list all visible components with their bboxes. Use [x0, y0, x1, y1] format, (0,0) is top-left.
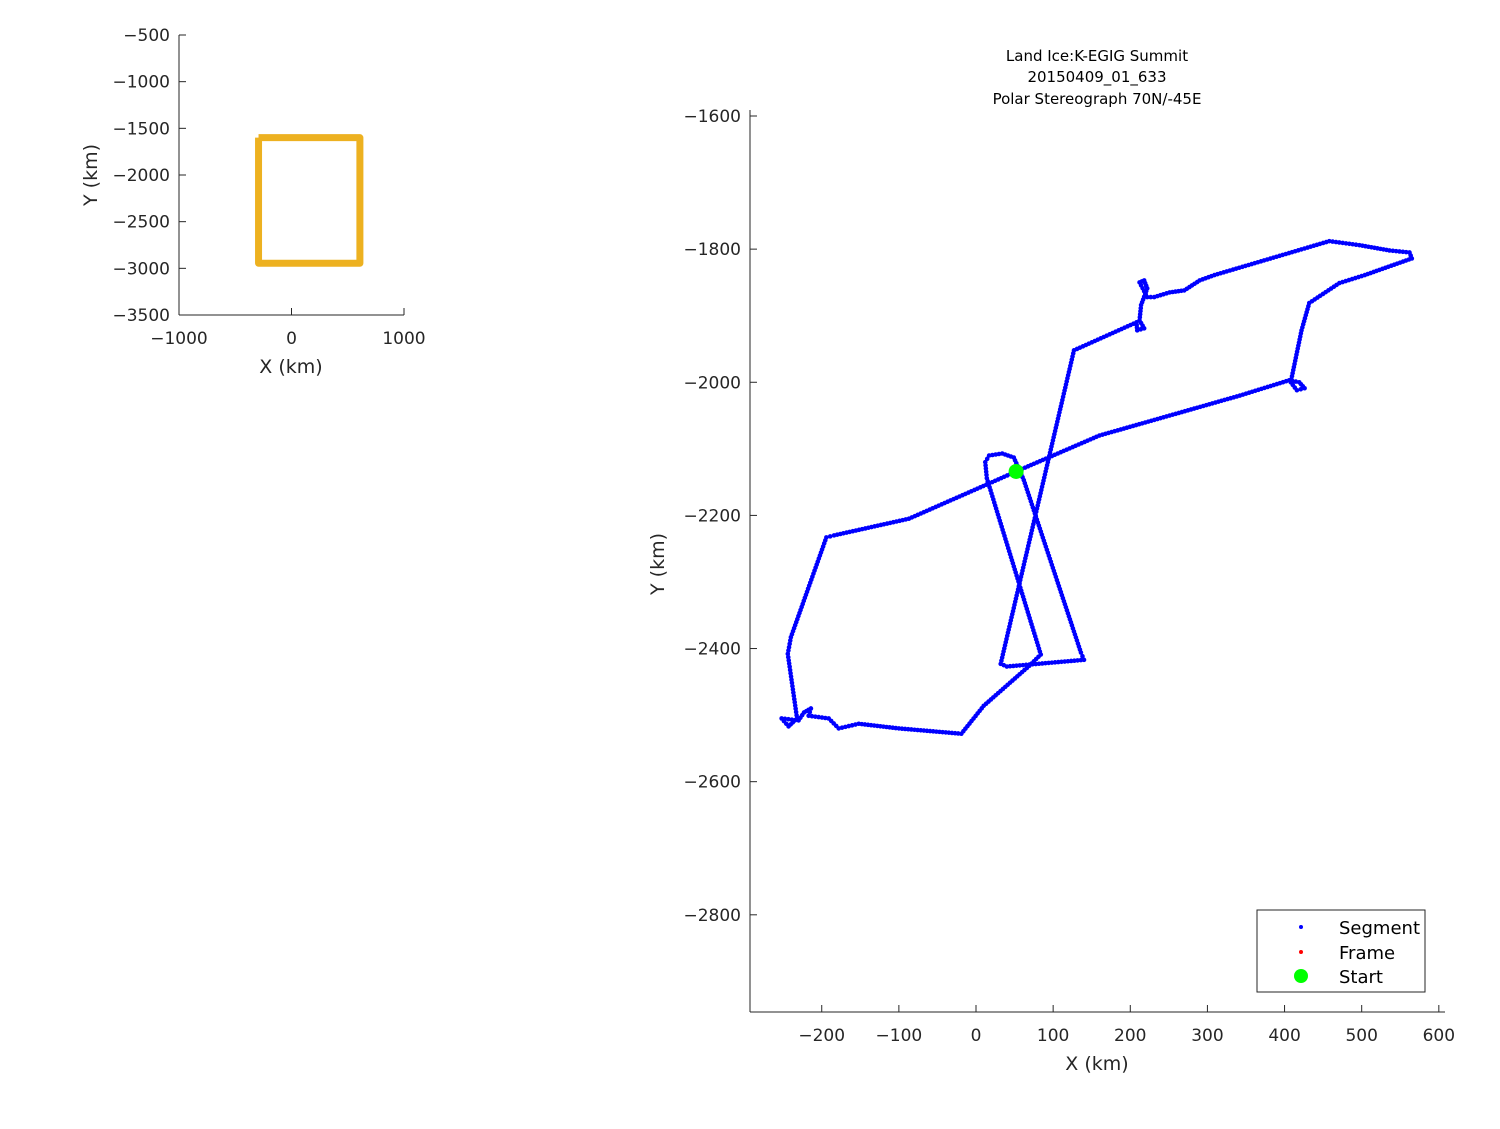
title-line-2: 20150409_01_633: [1027, 68, 1166, 87]
segment-point: [1350, 241, 1355, 247]
segment-point: [813, 714, 818, 719]
main-y-tick-label: −2800: [683, 906, 741, 926]
legend-start-label: Start: [1339, 967, 1383, 988]
main-x-label: X (km): [1065, 1053, 1128, 1075]
segment-point: [1081, 657, 1087, 663]
segment-point: [1393, 248, 1399, 254]
segment-point: [786, 716, 791, 722]
inset-y-tick-label: −1000: [112, 73, 170, 93]
main-y-tick-label: −2200: [683, 506, 741, 526]
segment-point: [1302, 385, 1307, 391]
main-x-tick-label: −200: [798, 1026, 845, 1046]
title-line-3: Polar Stereograph 70N/-45E: [993, 90, 1202, 108]
main-y-tick-label: −2600: [683, 773, 741, 793]
inset-x-tick-label: 0: [286, 329, 297, 349]
main-x-tick-label: −100: [876, 1026, 923, 1046]
inset-y-tick-label: −2000: [112, 166, 170, 186]
segment-point: [1353, 242, 1359, 247]
segment-point: [1400, 249, 1406, 255]
main-x-tick-label: 100: [1037, 1026, 1069, 1046]
inset-x-label: X (km): [259, 356, 322, 378]
inset-x-tick-label: −1000: [150, 329, 208, 349]
main-x-tick-label: 300: [1191, 1026, 1223, 1046]
main-x-tick-label: 600: [1423, 1026, 1455, 1046]
legend-segment-marker: [1299, 925, 1303, 929]
legend-frame-marker: [1299, 950, 1303, 954]
main-y-tick-label: −1800: [683, 240, 741, 260]
segment-point: [827, 534, 833, 539]
segment-point: [823, 715, 828, 721]
legend-start-marker: [1294, 969, 1308, 983]
main-y-label: Y (km): [647, 533, 669, 596]
legend-segment-label: Segment: [1339, 918, 1420, 939]
segment-point: [1148, 294, 1154, 300]
segment-point: [1138, 327, 1143, 332]
start-marker: [1008, 463, 1024, 479]
segment-point: [824, 535, 829, 540]
segment-point: [1397, 249, 1402, 254]
legend: Segment Frame Start: [1256, 909, 1426, 993]
inset-x-tick-label: 1000: [382, 329, 425, 349]
segment-point: [1141, 326, 1147, 331]
segment-point: [1390, 248, 1396, 254]
segment-point: [809, 713, 815, 719]
inset-y-tick-label: −1500: [112, 119, 170, 139]
segment-point: [1407, 250, 1412, 255]
segment-point: [816, 714, 821, 720]
main-x-tick-label: 500: [1345, 1026, 1377, 1046]
legend-frame-label: Frame: [1339, 943, 1395, 964]
inset-y-label: Y (km): [80, 144, 102, 207]
segment-point: [1347, 241, 1352, 247]
inset-y-tick-label: −3500: [112, 306, 170, 326]
main-y-tick-label: −2400: [683, 640, 741, 660]
segment-point: [1080, 653, 1085, 659]
flight-track-axes: Land Ice:K-EGIG Summit 20150409_01_633 P…: [647, 47, 1455, 1075]
inset-y-tick-label: −2500: [112, 213, 170, 233]
segment-point: [984, 456, 990, 462]
segment-point: [1330, 239, 1335, 244]
main-x-tick-label: 400: [1268, 1026, 1300, 1046]
segment-point: [986, 453, 992, 458]
overview-map-axes: −1000 0 1000 −500 −1000 −1500 −2000 −2500 −3000 −…: [80, 26, 426, 378]
segment-point: [1340, 240, 1345, 246]
title-line-1: Land Ice:K-EGIG Summit: [1006, 47, 1188, 65]
segment-point: [1357, 242, 1362, 248]
inset-y-tick-label: −500: [123, 26, 170, 46]
segment-point: [1403, 249, 1409, 255]
main-y-tick-label: −2000: [683, 373, 741, 393]
main-y-tick-label: −1600: [683, 107, 741, 127]
segment-point: [1343, 241, 1349, 246]
inset-y-tick-label: −3000: [112, 259, 170, 279]
segment-point: [1298, 386, 1304, 392]
segment-point: [1337, 240, 1342, 245]
segment-point: [806, 713, 811, 719]
main-x-tick-label: 0: [971, 1026, 982, 1046]
map-extent-rectangle: [255, 134, 364, 267]
segment-point: [1151, 294, 1157, 300]
segment-point: [819, 715, 825, 720]
segment-point: [826, 716, 831, 721]
segment-point: [1333, 239, 1339, 245]
main-x-tick-label: 200: [1114, 1026, 1146, 1046]
legend-box: [1256, 909, 1426, 993]
